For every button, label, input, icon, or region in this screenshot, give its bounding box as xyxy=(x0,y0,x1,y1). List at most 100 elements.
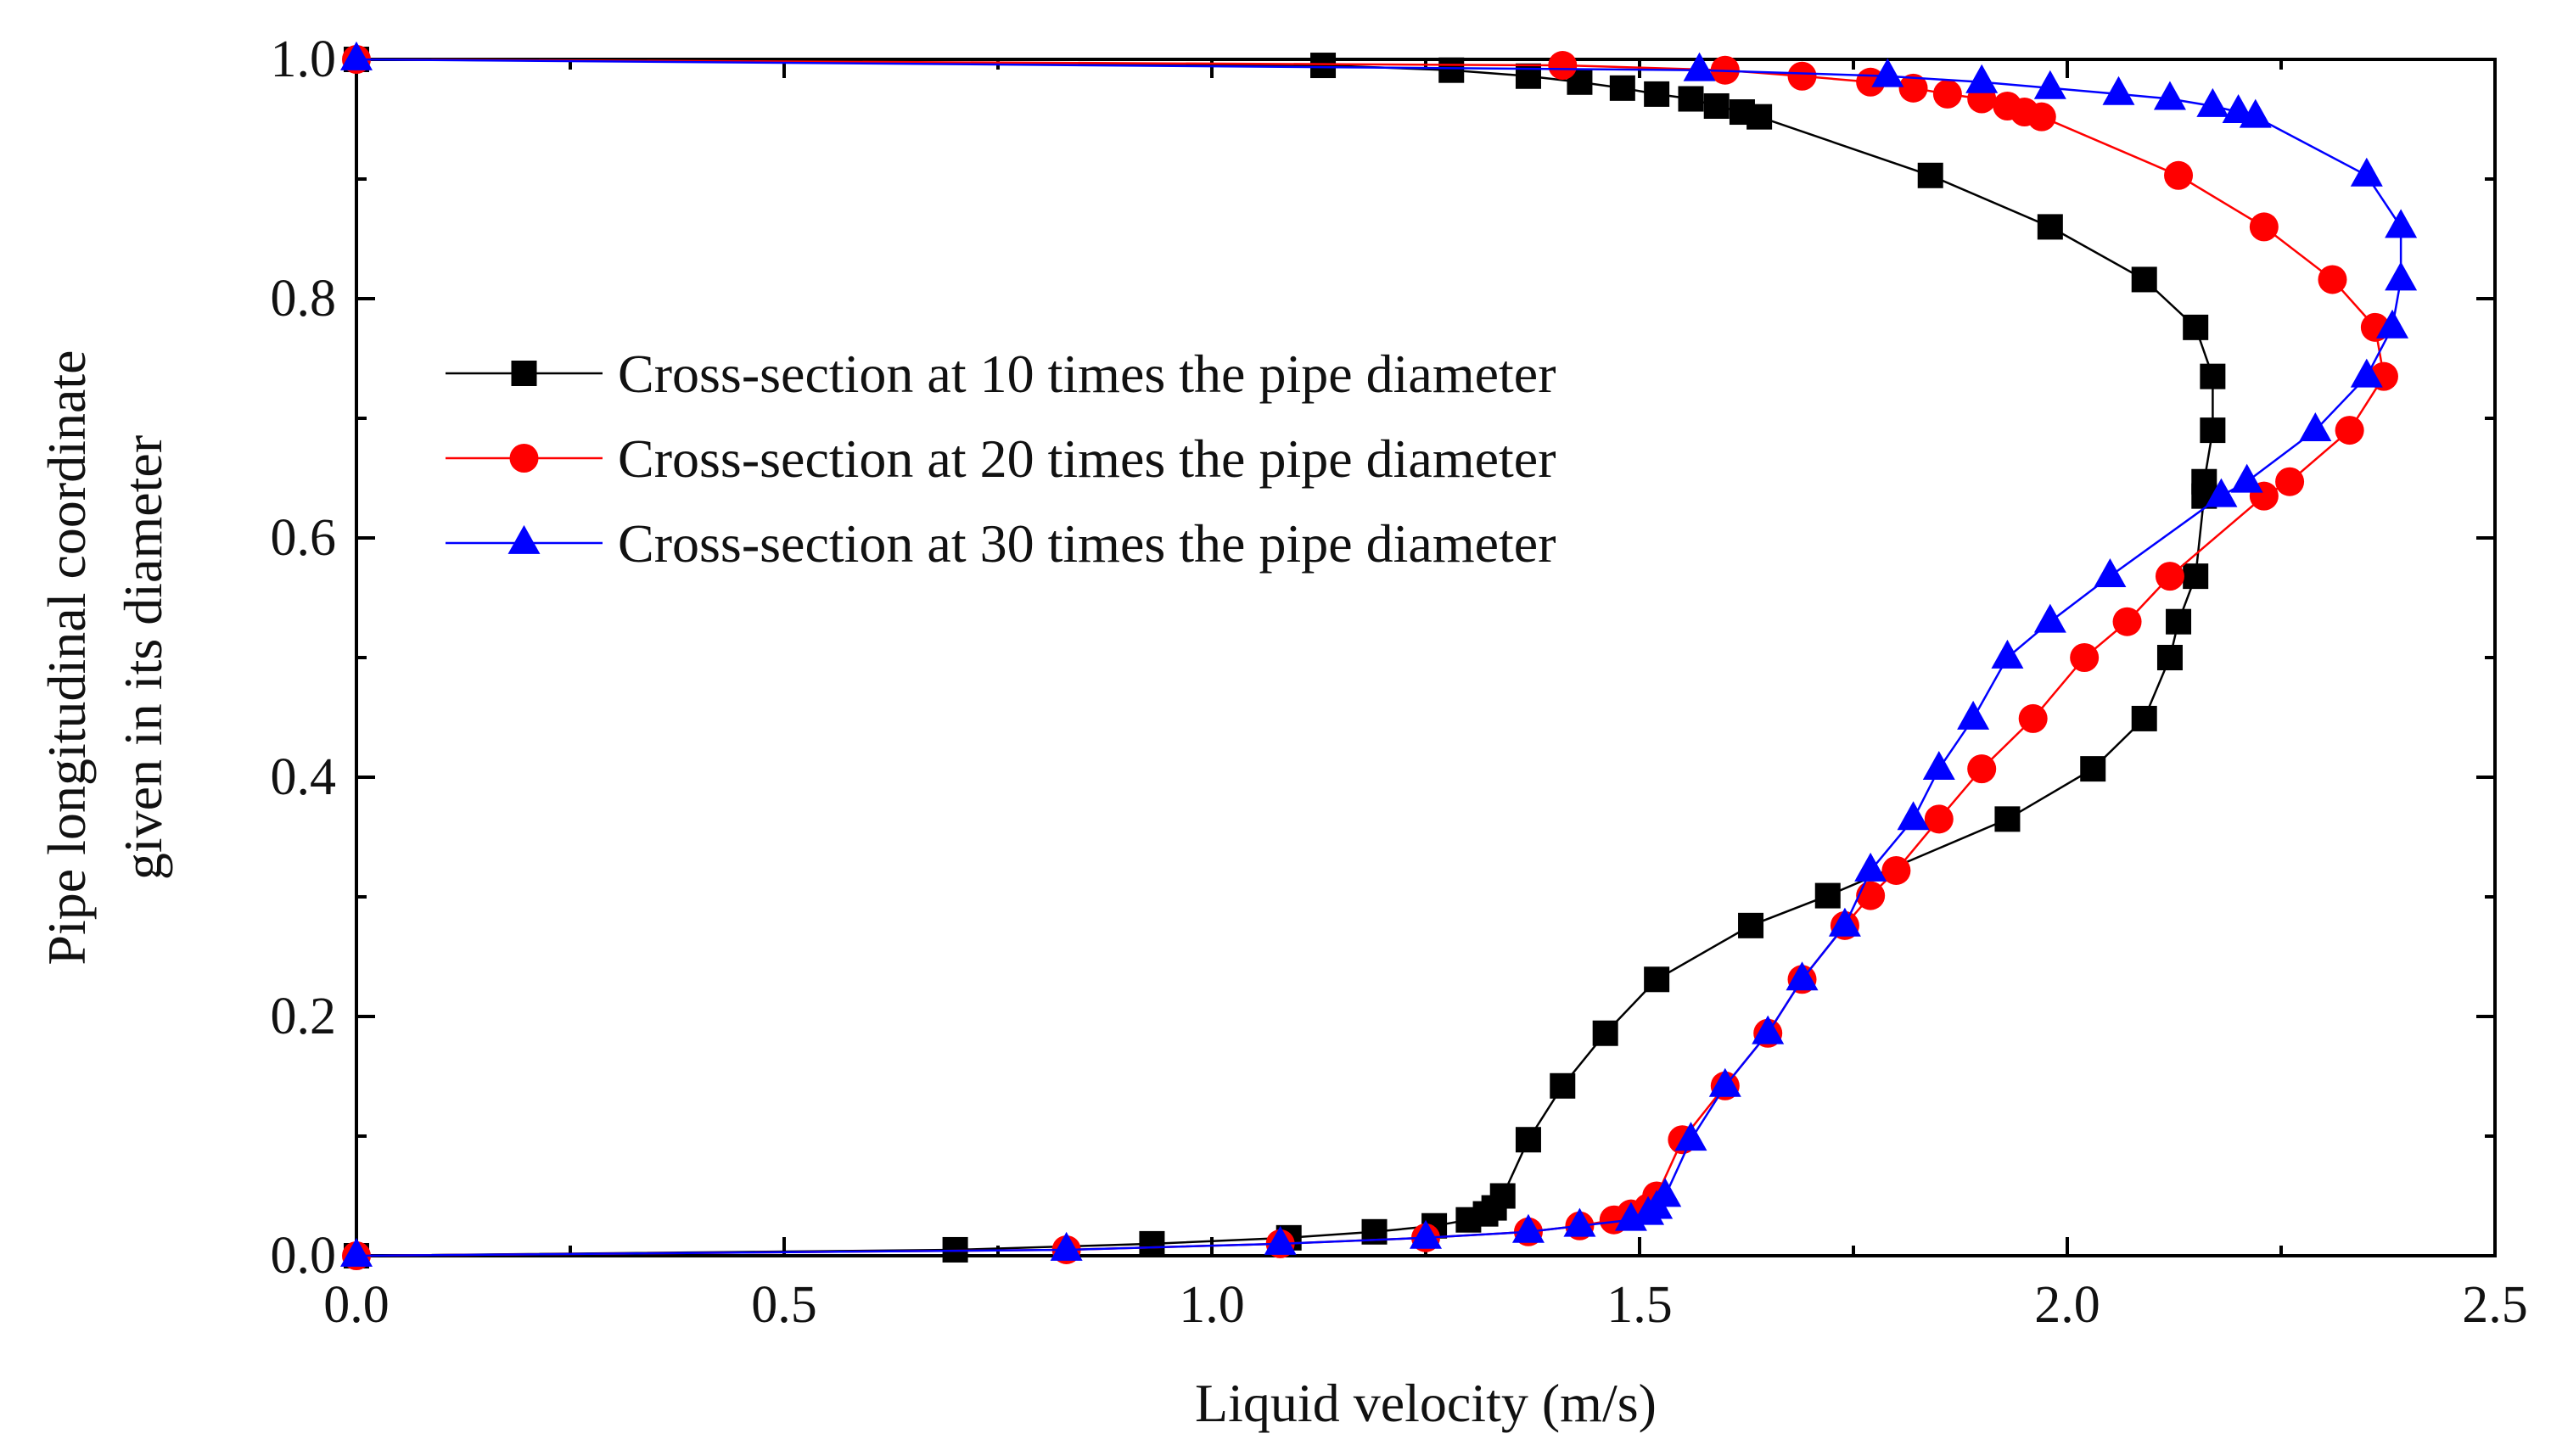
y-axis-title-line-2: given in its diameter xyxy=(113,435,173,880)
y-tick-label: 0.8 xyxy=(271,270,337,328)
series-1-point xyxy=(2156,645,2183,670)
series-3-point xyxy=(1922,751,1955,781)
series-3-point xyxy=(2222,93,2255,123)
series-3-point xyxy=(2094,558,2127,588)
series-1-point xyxy=(1729,99,1755,126)
series-1-point xyxy=(1139,1230,1165,1257)
series-1-point xyxy=(1814,882,1841,909)
series-3-point xyxy=(2350,358,2383,388)
series-3-point xyxy=(2385,209,2418,238)
legend-label-10d: Cross-section at 10 times the pipe diame… xyxy=(618,344,1556,404)
series-2-point xyxy=(1787,61,1817,91)
series-1-point xyxy=(1438,57,1465,83)
series-2-point xyxy=(1932,79,1962,109)
series-3-point xyxy=(2153,81,2186,110)
x-tick-label: 2.0 xyxy=(2034,1276,2100,1334)
axis-ticks: 0.0 0.5 1.0 1.5 2.0 2.5 0.0 0.2 0.4 0.6 0.8 1.0 xyxy=(271,31,2528,1334)
legend: Cross-section at 10 times the pipe diame… xyxy=(446,344,1556,574)
series-1-point xyxy=(1703,92,1730,119)
legend-marker-30d xyxy=(507,524,541,554)
y-tick-label: 0.4 xyxy=(271,748,337,806)
legend-marker-shape xyxy=(509,444,539,473)
series-3-point xyxy=(340,41,373,70)
series-1-point xyxy=(1917,162,1943,188)
series-2-point xyxy=(2275,467,2305,496)
series-3-point xyxy=(2033,603,2066,633)
series-3-point xyxy=(2230,463,2263,493)
series-1-point xyxy=(2200,363,2226,389)
series-1-point xyxy=(1644,81,1670,107)
series-3-point xyxy=(1410,1219,1442,1249)
series-3-point xyxy=(1828,907,1861,937)
series-3-point xyxy=(1786,961,1819,991)
series-2-point xyxy=(1967,754,1997,784)
series-3-group xyxy=(340,41,2418,1267)
x-tick-label: 0.5 xyxy=(751,1276,817,1334)
legend-label-30d: Cross-section at 30 times the pipe diame… xyxy=(618,513,1556,574)
series-3-point xyxy=(2205,478,2238,507)
series-3-point xyxy=(1871,58,1904,87)
series-1-point xyxy=(2037,214,2063,240)
series-3-point xyxy=(2033,70,2066,99)
legend-marker-10d xyxy=(511,361,537,386)
series-3-point xyxy=(2376,309,2409,339)
x-tick-label: 0.0 xyxy=(323,1276,390,1334)
series-1-point xyxy=(1644,966,1670,993)
series-3-point xyxy=(1264,1225,1297,1255)
series-3-point xyxy=(1752,1015,1785,1044)
series-1-point xyxy=(2191,468,2217,495)
series-1-point xyxy=(1592,1020,1618,1046)
series-1-point xyxy=(1515,1127,1541,1153)
series-1-point xyxy=(2166,608,2192,635)
series-2-point xyxy=(2318,265,2347,294)
series-1-point xyxy=(1994,806,2021,832)
series-1-point xyxy=(1550,1072,1576,1099)
series-2-point xyxy=(1993,91,2022,120)
series-2-point xyxy=(1898,73,1928,103)
legend-marker-shape xyxy=(511,361,537,386)
series-3-point xyxy=(2350,157,2383,187)
series-1-point xyxy=(2183,563,2209,590)
series-1-point xyxy=(2183,314,2209,340)
series-1-group xyxy=(344,47,2226,1268)
series-1-point xyxy=(1489,1183,1516,1209)
x-tick-label: 1.0 xyxy=(1179,1276,1245,1334)
series-3-point xyxy=(1957,700,1990,730)
series-2-point xyxy=(1856,881,1886,910)
series-3-point xyxy=(1991,639,2024,669)
legend-marker-shape xyxy=(507,524,541,554)
y-tick-label: 1.0 xyxy=(271,31,337,88)
legend-item-10d: Cross-section at 10 times the pipe diame… xyxy=(446,344,1556,404)
series-2-point xyxy=(2249,212,2279,242)
legend-item-30d: Cross-section at 30 times the pipe diame… xyxy=(446,513,1556,574)
y-tick-label: 0.2 xyxy=(271,988,337,1045)
series-2-point xyxy=(2070,643,2100,672)
y-tick-label: 0.6 xyxy=(271,509,337,567)
series-1-point xyxy=(2200,417,2226,444)
series-3-point xyxy=(1511,1213,1545,1243)
x-axis-title: Liquid velocity (m/s) xyxy=(1195,1373,1657,1433)
series-3-point xyxy=(1708,1067,1741,1097)
series-3-point xyxy=(1965,64,1999,93)
y-axis-title-line-1: Pipe longitudinal coordinate xyxy=(36,350,97,965)
series-2-point xyxy=(2164,160,2194,190)
series-1-point xyxy=(2080,756,2106,782)
series-2-point xyxy=(1881,855,1911,885)
series-3-point xyxy=(1674,1122,1707,1151)
series-2-point xyxy=(2155,562,2184,591)
data-series xyxy=(340,41,2418,1270)
series-3-point xyxy=(1683,52,1716,81)
series-1-point xyxy=(2131,266,2157,293)
series-2-point xyxy=(2335,416,2364,445)
legend-item-20d: Cross-section at 20 times the pipe diame… xyxy=(446,428,1556,489)
series-3-point xyxy=(1854,852,1887,882)
series-2-point xyxy=(2018,703,2048,733)
series-1-point xyxy=(1515,63,1541,89)
series-1-point xyxy=(1738,912,1764,938)
series-2-point xyxy=(1548,51,1578,81)
series-1-point xyxy=(2131,705,2157,731)
legend-label-20d: Cross-section at 20 times the pipe diame… xyxy=(618,428,1556,489)
y-tick-label: 0.0 xyxy=(271,1227,337,1285)
